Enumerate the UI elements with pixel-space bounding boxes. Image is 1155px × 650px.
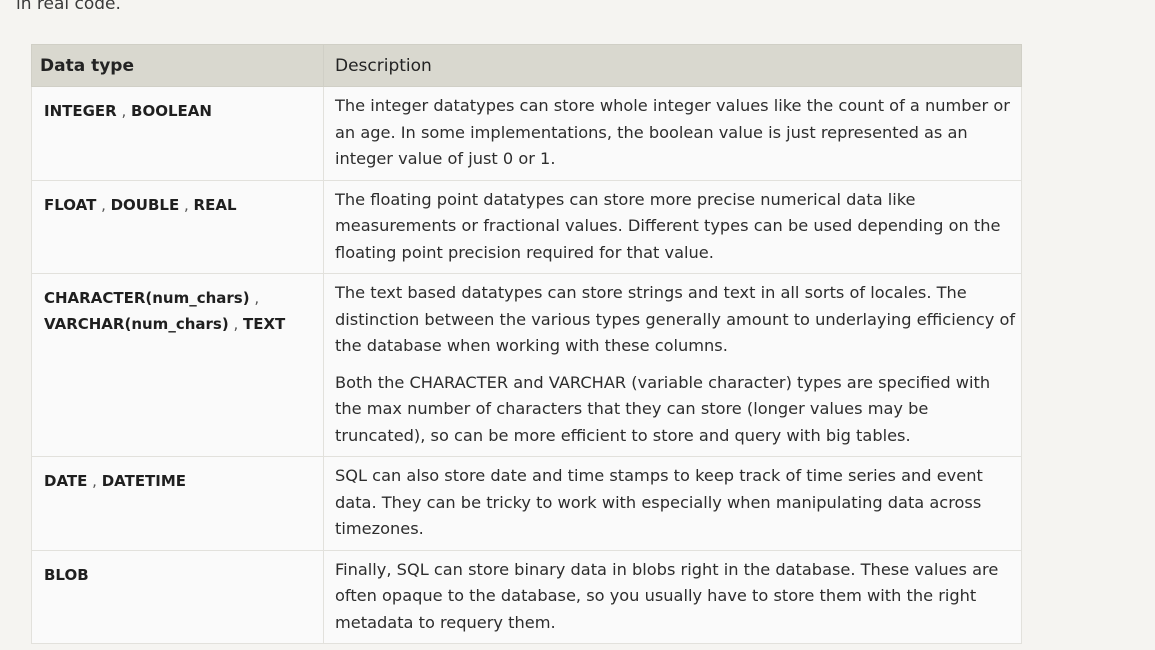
description-cell: SQL can also store date and time stamps … (323, 456, 1022, 551)
data-type-name: DATE (44, 472, 88, 490)
data-type-cell: INTEGER , BOOLEAN (31, 86, 324, 181)
table-body: INTEGER , BOOLEAN The integer datatypes c… (31, 86, 1022, 644)
table-row: DATE , DATETIME SQL can also store date a… (31, 456, 1022, 551)
description-paragraph: Both the CHARACTER and VARCHAR (variable… (335, 372, 991, 445)
description-paragraph: The text based datatypes can store strin… (335, 283, 1016, 355)
data-type-name: FLOAT (44, 195, 97, 214)
description-paragraph: SQL can also store date and time stamps … (335, 466, 983, 538)
description-paragraph: Finally, SQL can store binary data in bl… (335, 559, 999, 632)
table-row: BLOB Finally, SQL can store binary data i… (31, 549, 1022, 644)
data-type-name: DOUBLE (110, 195, 180, 214)
table-row: CHARACTER(num_chars) , VARCHAR(num_chars… (31, 273, 1022, 457)
description-cell: The integer datatypes can store whole in… (323, 86, 1022, 181)
column-header-description: Description (323, 44, 1022, 87)
data-type-cell: DATE , DATETIME (31, 456, 324, 551)
table-row: FLOAT , DOUBLE , REAL The floating point … (31, 179, 1022, 274)
data-type-cell: FLOAT , DOUBLE , REAL (31, 179, 324, 274)
data-type-name: TEXT (243, 315, 286, 333)
data-type-name: REAL (193, 195, 237, 214)
column-header-data-type: Data type (31, 44, 324, 87)
data-type-name: CHARACTER(num_chars) (44, 289, 250, 307)
intro-text: in real code. (16, 0, 121, 14)
description-cell: The floating point datatypes can store m… (323, 179, 1022, 274)
data-type-name: DATETIME (101, 472, 187, 490)
description-cell: The text based datatypes can store strin… (323, 273, 1022, 457)
data-types-table: Data type Description INTEGER , BOOLEAN T… (31, 44, 1022, 644)
table-row: INTEGER , BOOLEAN The integer datatypes c… (31, 86, 1022, 181)
data-type-name: BOOLEAN (131, 102, 212, 120)
description-paragraph: The integer datatypes can store whole in… (335, 96, 1010, 168)
data-type-name: VARCHAR(num_chars) (44, 315, 229, 333)
description-paragraph: The floating point datatypes can store m… (335, 189, 1001, 262)
description-cell: Finally, SQL can store binary data in bl… (323, 549, 1022, 644)
data-type-name: INTEGER (44, 102, 117, 120)
data-type-name: BLOB (44, 565, 89, 584)
data-type-cell: BLOB (31, 549, 324, 644)
data-type-cell: CHARACTER(num_chars) , VARCHAR(num_chars… (31, 273, 324, 457)
table-header-row: Data type Description (31, 44, 1022, 87)
